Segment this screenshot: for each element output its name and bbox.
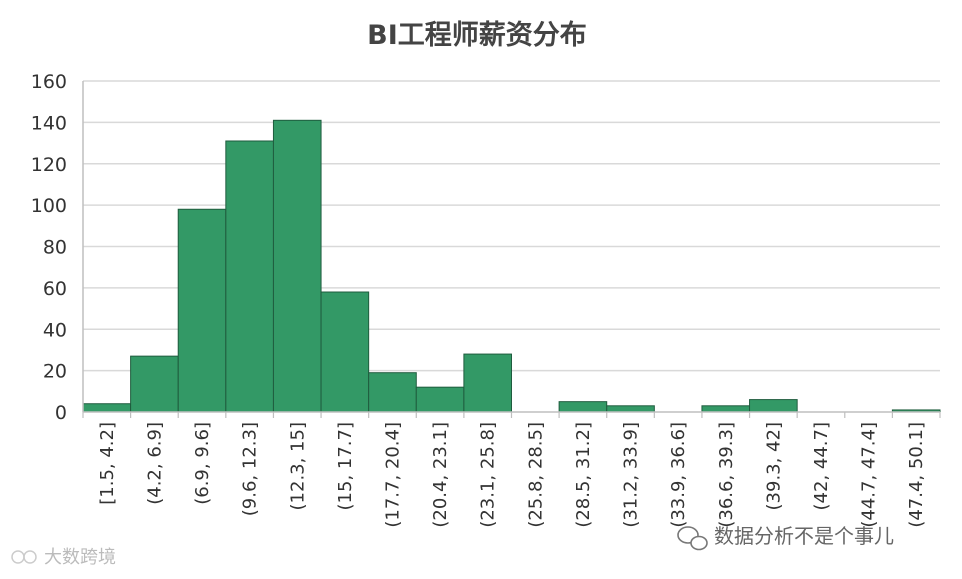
y-tick-labels: 0 20 40 60 80 100 120 140 160 [31,71,67,424]
bar [272,119,322,413]
y-tick-label: 0 [55,402,67,424]
x-tick-label: (31.2, 33.9] [621,422,642,528]
bar [558,401,608,413]
wechat-icon [677,526,708,551]
x-tick-label: (36.6, 39.3] [716,422,737,528]
x-tick-label: (15, 17.7] [335,422,356,510]
y-tick-label: 140 [31,112,67,134]
y-tick-label: 80 [43,237,67,259]
x-tick-label: (47.4, 50.1] [906,422,927,528]
bar [225,140,274,413]
bar [749,399,798,413]
x-tick-label: (6.9, 9.6] [192,422,213,505]
x-tick-label: (25.8, 28.5] [525,422,546,528]
x-tick-label: (42, 44.7] [811,422,832,510]
y-tick-label: 160 [31,71,67,93]
bar [606,405,655,413]
chart-title: BI工程师薪资分布 [367,20,587,51]
y-tick-label: 20 [43,361,67,383]
bar [130,355,179,413]
bar [415,386,465,413]
bar [463,353,512,413]
x-tick-label: [1.5, 4.2] [97,422,118,505]
bar [368,372,417,413]
axes [82,81,941,418]
x-tick-label: (9.6, 12.3] [240,422,261,516]
x-tick-label: (28.5, 31.2] [573,422,594,528]
bar [320,291,370,413]
x-tick-label: (23.1, 25.8] [478,422,499,528]
watermark-left: 大数跨境 [44,547,116,568]
y-tick-label: 120 [31,154,67,176]
y-tick-label: 100 [31,195,67,217]
x-tick-label: (12.3, 15] [287,422,308,510]
bars [82,119,941,413]
watermarks: 数据分析不是个事儿 大数跨境 [11,524,894,568]
bar [701,405,751,413]
x-tick-label: (39.3, 42] [763,422,784,510]
x-tick-label: (44.7, 47.4] [859,422,880,528]
x-tick-label: (4.2, 6.9] [144,422,165,505]
x-tick-labels: [1.5, 4.2] (4.2, 6.9] (6.9, 9.6] (9.6, 12.3… [97,422,927,528]
x-tick-label: (20.4, 23.1] [430,422,451,528]
x-tick-label: (17.7, 20.4] [382,422,403,528]
x-tick-label: (33.9, 36.6] [668,422,689,528]
bar [177,208,227,413]
y-tick-label: 40 [43,319,67,341]
logo-icon [11,550,37,564]
y-tick-label: 60 [43,278,67,300]
bar [82,403,132,413]
watermark-right: 数据分析不是个事儿 [714,524,894,548]
